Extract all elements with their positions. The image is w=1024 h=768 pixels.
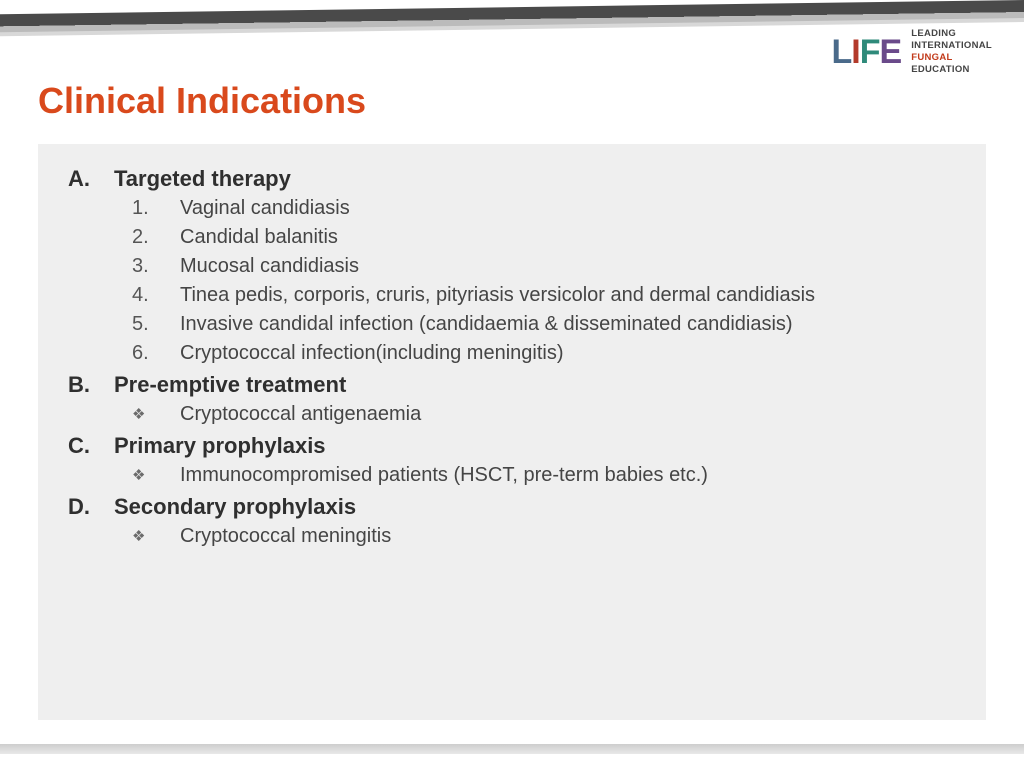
list-item-text: Vaginal candidiasis	[180, 194, 350, 223]
section-heading: B. Pre-emptive treatment	[68, 372, 956, 398]
section: D. Secondary prophylaxis❖Cryptococcal men…	[68, 494, 956, 551]
list-item-text: Mucosal candidiasis	[180, 252, 359, 281]
list-item: 2. Candidal balanitis	[132, 223, 956, 252]
tagline-line: INTERNATIONAL	[911, 40, 992, 52]
list-item-text: Immunocompromised patients (HSCT, pre-te…	[180, 461, 708, 490]
logo-life-wordmark: L I F E	[832, 35, 902, 69]
logo-letter-i: I	[851, 35, 859, 69]
diamond-bullet-icon: ❖	[132, 465, 154, 494]
section-items: ❖Cryptococcal meningitis	[68, 522, 956, 551]
slide-title: Clinical Indications	[38, 80, 366, 122]
section-items: 1. Vaginal candidiasis 2. Candidal balaniti…	[68, 194, 956, 368]
section: C. Primary prophylaxis❖Immunocompromised …	[68, 433, 956, 490]
number-marker: 3.	[132, 252, 154, 281]
section-letter: C.	[68, 433, 96, 459]
section-heading: D. Secondary prophylaxis	[68, 494, 956, 520]
diamond-bullet-icon: ❖	[132, 526, 154, 555]
logo-letter-f: F	[860, 35, 880, 69]
number-marker: 4.	[132, 281, 154, 310]
logo-tagline: LEADING INTERNATIONAL FUNGAL EDUCATION	[911, 28, 992, 76]
section-items: ❖Immunocompromised patients (HSCT, pre-t…	[68, 461, 956, 490]
number-marker: 6.	[132, 339, 154, 368]
list-item-text: Invasive candidal infection (candidaemia…	[180, 310, 793, 339]
list-item-text: Cryptococcal antigenaemia	[180, 400, 421, 429]
section-heading-text: Secondary prophylaxis	[114, 494, 356, 520]
list-item: ❖Cryptococcal meningitis	[132, 522, 956, 551]
list-item: 3. Mucosal candidiasis	[132, 252, 956, 281]
tagline-line: LEADING	[911, 28, 992, 40]
section-items: ❖Cryptococcal antigenaemia	[68, 400, 956, 429]
list-item: 5. Invasive candidal infection (candidaem…	[132, 310, 956, 339]
section-heading: C. Primary prophylaxis	[68, 433, 956, 459]
section-heading: A. Targeted therapy	[68, 166, 956, 192]
number-marker: 5.	[132, 310, 154, 339]
section-letter: D.	[68, 494, 96, 520]
list-item-text: Candidal balanitis	[180, 223, 338, 252]
list-item-text: Tinea pedis, corporis, cruris, pityriasi…	[180, 281, 815, 310]
content-panel: A.Targeted therapy1.Vaginal candidiasis2…	[38, 144, 986, 720]
list-item-text: Cryptococcal meningitis	[180, 522, 391, 551]
list-item: 1. Vaginal candidiasis	[132, 194, 956, 223]
tagline-line-fungal: FUNGAL	[911, 52, 992, 64]
bottom-decorative-bar	[0, 744, 1024, 754]
number-marker: 1.	[132, 194, 154, 223]
list-item: 6. Cryptococcal infection(including menin…	[132, 339, 956, 368]
section-heading-text: Primary prophylaxis	[114, 433, 326, 459]
list-item: ❖Immunocompromised patients (HSCT, pre-t…	[132, 461, 956, 490]
list-item: ❖Cryptococcal antigenaemia	[132, 400, 956, 429]
section-heading-text: Targeted therapy	[114, 166, 291, 192]
number-marker: 2.	[132, 223, 154, 252]
diamond-bullet-icon: ❖	[132, 404, 154, 433]
logo-letter-e: E	[880, 35, 902, 69]
section: A.Targeted therapy1.Vaginal candidiasis2…	[68, 166, 956, 368]
section: B. Pre-emptive treatment❖Cryptococcal ant…	[68, 372, 956, 429]
logo-block: L I F E LEADING INTERNATIONAL FUNGAL EDU…	[832, 28, 992, 76]
list-item: 4. Tinea pedis, corporis, cruris, pityria…	[132, 281, 956, 310]
section-letter: A.	[68, 166, 96, 192]
logo-letter-l: L	[832, 35, 852, 69]
list-item-text: Cryptococcal infection(including meningi…	[180, 339, 564, 368]
section-heading-text: Pre-emptive treatment	[114, 372, 346, 398]
section-letter: B.	[68, 372, 96, 398]
tagline-line: EDUCATION	[911, 64, 992, 76]
